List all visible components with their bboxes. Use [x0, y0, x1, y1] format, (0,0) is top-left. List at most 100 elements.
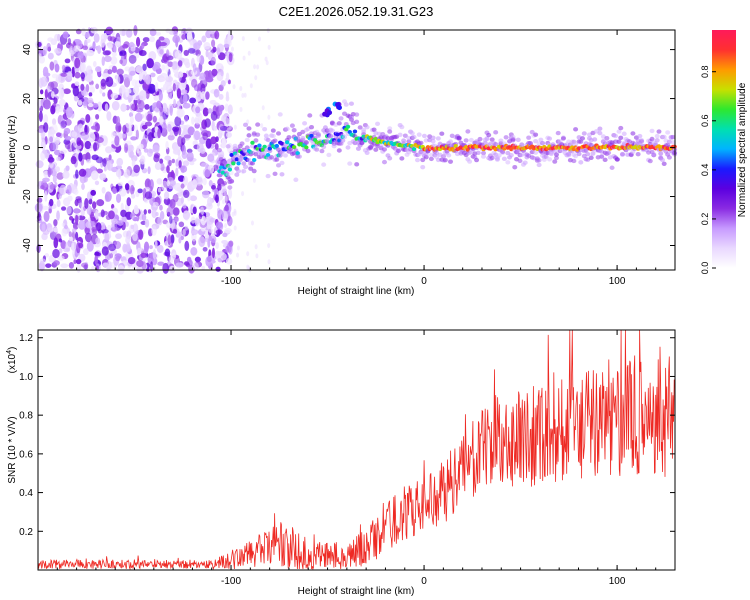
spectrogram-cell [183, 134, 192, 139]
spectrogram-cell [96, 168, 104, 174]
spectrogram-cell [76, 137, 82, 147]
spectrogram-cell [212, 46, 217, 53]
spectrogram-cell [53, 260, 60, 266]
spectrogram-cell [340, 138, 346, 143]
spectrogram-cell [104, 232, 110, 244]
spectrogram-cell [135, 129, 139, 140]
spectrogram-cell [87, 69, 92, 81]
spectrogram-cell [222, 188, 228, 194]
spectrogram-cell [246, 251, 250, 257]
spectrogram-cell [107, 210, 115, 220]
spectrogram-cell [158, 36, 165, 41]
spectrogram-cell [84, 31, 90, 39]
spectrogram-cell [195, 176, 204, 186]
spectrogram-cell [210, 110, 218, 121]
spectrogram-cell [465, 129, 471, 134]
spectrogram-cell [614, 157, 620, 162]
spectrogram-cell [44, 190, 48, 202]
spectrogram-cell [218, 104, 223, 115]
spectrogram-cell [581, 131, 587, 136]
spectrogram-cell [86, 241, 94, 252]
spectrogram-cell [114, 41, 121, 46]
spectrogram-cell [224, 195, 228, 201]
spectrogram-cell [260, 147, 266, 152]
spectrogram-cell [81, 27, 86, 37]
spectrogram-cell [64, 241, 71, 252]
spectrogram-cell [49, 61, 55, 71]
spectrogram-cell [91, 201, 97, 209]
spectrogram-cell [196, 54, 201, 63]
spectrogram-cell [411, 134, 417, 140]
spectrogram-cell [50, 38, 58, 46]
spectrogram-cell [264, 56, 268, 62]
spectrogram-cell [174, 217, 179, 223]
spectrogram-cell [241, 36, 245, 42]
spectrogram-cell [95, 113, 100, 120]
spectrogram-cell [597, 126, 603, 131]
spectrogram-cell [255, 122, 261, 127]
spectrogram-y-label: Frequency (Hz) [7, 116, 18, 185]
spectrogram-cell [547, 157, 553, 162]
spectrogram-cell [190, 216, 196, 224]
spectrogram-cell [64, 58, 71, 64]
spectrogram-cell [190, 247, 198, 256]
spectrogram-cell [192, 63, 197, 73]
spectrogram-cell [95, 83, 100, 90]
spectrogram-cell [117, 182, 124, 187]
spectrogram-cell [118, 125, 122, 132]
spectrogram-cell [200, 215, 207, 226]
spectrogram-cell [49, 198, 54, 207]
spectrogram-cell [170, 234, 175, 244]
spectrogram-y-tick-label: -20 [22, 189, 33, 204]
spectrogram-cell [144, 219, 150, 228]
spectrogram-cell [229, 153, 234, 158]
spectrogram-cell [205, 91, 210, 100]
figure-title: C2E1.2026.052.19.31.G23 [279, 4, 434, 19]
spectrogram-cell [43, 122, 49, 133]
spectrogram-cell [498, 138, 504, 143]
spectrogram-cell [145, 74, 151, 85]
spectrogram-cell [183, 261, 190, 266]
spectrogram-cell [484, 136, 490, 142]
spectrogram-cell [43, 114, 49, 125]
spectrogram-cell [205, 138, 212, 149]
spectrogram-cell [141, 124, 148, 130]
spectrogram-cell [505, 160, 511, 165]
spectrogram-cell [236, 161, 241, 166]
spectrogram-cell [239, 86, 243, 92]
spectrogram-cell [604, 136, 610, 141]
spectrogram-cell [249, 83, 253, 89]
spectrogram-cell [49, 183, 57, 190]
spectrogram-cell [257, 143, 262, 148]
spectrogram-cell [406, 139, 412, 144]
spectrogram-cell [477, 136, 483, 142]
spectrogram-cell [151, 209, 157, 219]
spectrogram-cell [208, 29, 215, 35]
spectrogram-cell [305, 148, 311, 154]
spectrogram-cell [578, 160, 584, 165]
spectrogram-cell [73, 138, 78, 148]
spectrogram-cell [161, 64, 166, 71]
spectrogram-cell [515, 137, 521, 143]
spectrogram-cell [155, 211, 159, 217]
spectrogram-cell [77, 51, 84, 59]
spectrogram-cell [194, 115, 201, 125]
spectrogram-cell [63, 224, 69, 230]
spectrogram-cell [110, 56, 118, 65]
spectrogram-cell [145, 89, 150, 100]
spectrogram-cell [321, 162, 327, 167]
spectrogram-cell [253, 138, 259, 143]
spectrogram-cell [489, 137, 495, 142]
spectrogram-cell [60, 263, 69, 269]
spectrogram-cell [418, 140, 424, 146]
spectrogram-cell [553, 152, 559, 157]
spectrogram-cell [204, 118, 211, 128]
spectrogram-cell [329, 128, 335, 133]
spectrogram-cell [146, 58, 154, 69]
spectrogram-cell [90, 216, 96, 222]
spectrogram-cell [125, 28, 133, 38]
spectrogram-cell [441, 154, 447, 159]
spectrogram-cell [315, 132, 321, 137]
spectrogram-cell [194, 217, 200, 227]
spectrogram-cell [527, 140, 533, 146]
